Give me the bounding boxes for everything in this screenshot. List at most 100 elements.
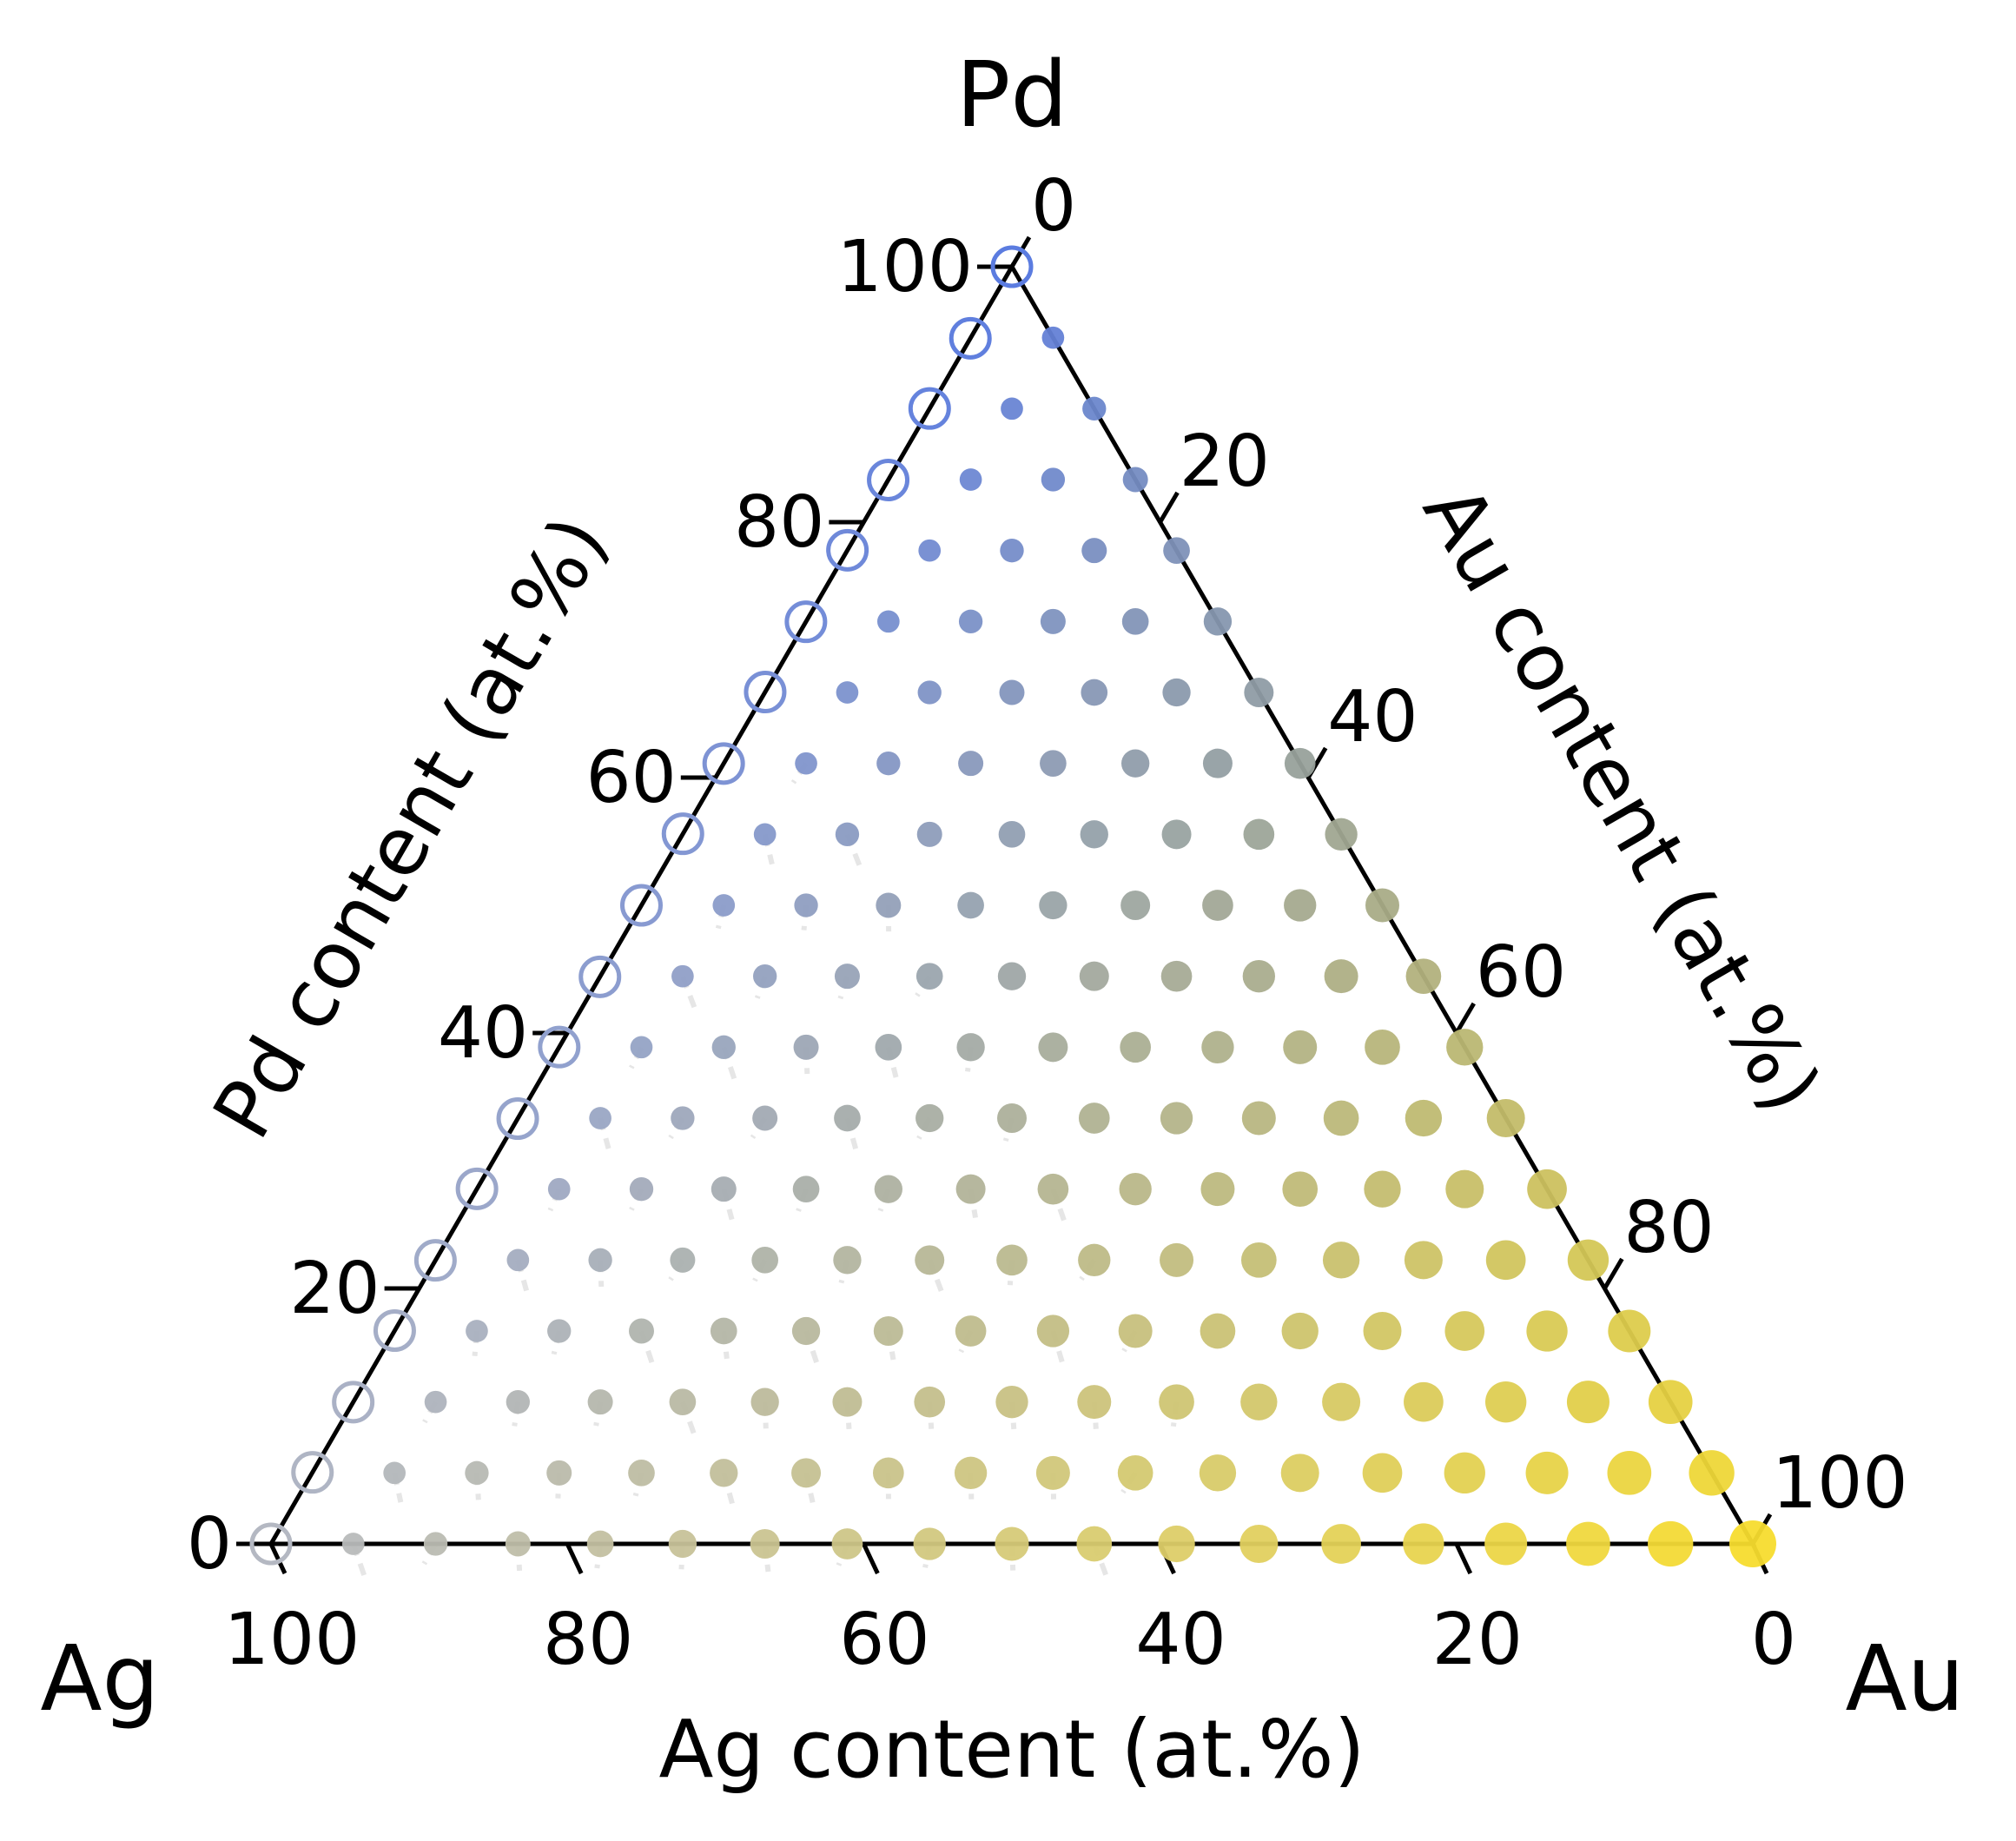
data-point: [1078, 1103, 1110, 1134]
data-point: [750, 1529, 780, 1559]
data-point-open: [867, 458, 910, 501]
data-point: [1608, 1309, 1651, 1353]
data-point: [1446, 1029, 1484, 1066]
left-axis-label: Pd content (at.%): [195, 501, 625, 1154]
data-point: [1323, 1100, 1359, 1136]
data-point: [959, 468, 982, 491]
data-point: [1040, 750, 1067, 778]
data-point: [1362, 1453, 1403, 1493]
data-point: [505, 1531, 531, 1557]
data-point: [711, 1035, 736, 1060]
data-point: [1365, 1030, 1400, 1065]
data-point-open: [578, 955, 622, 998]
data-point: [588, 1248, 612, 1273]
data-point: [1243, 818, 1275, 851]
data-point: [1648, 1380, 1693, 1424]
data-point: [1160, 1242, 1194, 1277]
data-point: [710, 1459, 738, 1487]
data-point: [670, 1247, 696, 1273]
data-point: [791, 1458, 822, 1488]
left-tick-label: 60: [585, 737, 676, 819]
data-point-open: [784, 600, 828, 644]
data-point: [1036, 1315, 1070, 1348]
data-point: [958, 609, 983, 633]
data-point: [1202, 890, 1233, 921]
left-tick-label: 80: [734, 481, 824, 564]
data-point: [1159, 1384, 1194, 1420]
data-point: [957, 891, 984, 919]
data-point: [1079, 961, 1109, 991]
data-point: [1321, 1524, 1361, 1564]
data-point: [834, 1104, 861, 1132]
data-point: [877, 610, 900, 633]
data-point: [1200, 1313, 1236, 1349]
data-point: [1082, 396, 1107, 421]
data-point: [1324, 959, 1358, 994]
data-point: [876, 892, 902, 918]
data-point-open: [373, 1309, 416, 1353]
data-point: [753, 964, 777, 989]
data-point: [1160, 960, 1193, 992]
data-point: [1241, 1242, 1277, 1278]
data-point: [873, 1457, 904, 1489]
data-point: [1283, 1030, 1318, 1064]
data-point: [914, 1386, 946, 1418]
data-point: [1121, 608, 1149, 635]
data-point: [915, 1103, 944, 1133]
data-point: [958, 751, 984, 777]
left-tick-label: 100: [836, 226, 973, 308]
data-point: [341, 1533, 365, 1555]
data-point: [671, 1106, 695, 1130]
data-point: [1122, 467, 1148, 493]
data-point: [1527, 1169, 1567, 1209]
data-point-open: [702, 742, 745, 785]
data-point: [1160, 1102, 1193, 1135]
data-point: [465, 1460, 489, 1486]
data-point: [1121, 749, 1150, 778]
data-point: [506, 1248, 530, 1272]
data-point: [1566, 1381, 1609, 1424]
data-point: [794, 893, 818, 917]
data-point: [836, 681, 859, 704]
data-point: [506, 1390, 530, 1414]
bottom-tick: [268, 1542, 288, 1575]
left-tick-label: 20: [289, 1248, 380, 1330]
data-point: [832, 1387, 863, 1417]
right-tick-label: 0: [1031, 165, 1076, 248]
data-point: [750, 1387, 779, 1416]
data-point: [1077, 1385, 1112, 1420]
bottom-tick-label: 100: [224, 1599, 360, 1681]
data-point-open: [620, 884, 663, 927]
data-point: [1041, 467, 1066, 492]
data-point: [1403, 1523, 1444, 1565]
data-point: [1284, 747, 1316, 779]
data-point: [383, 1461, 406, 1485]
right-tick: [1454, 1002, 1476, 1035]
data-point: [712, 894, 736, 917]
data-point: [547, 1319, 572, 1343]
data-point: [1037, 1173, 1069, 1205]
data-point: [955, 1315, 987, 1347]
data-point: [1404, 1381, 1444, 1422]
data-point: [1201, 1030, 1234, 1064]
data-point-open: [538, 1025, 581, 1069]
right-tick-label: 80: [1623, 1187, 1714, 1269]
data-point: [791, 1316, 821, 1346]
data-point: [629, 1318, 654, 1344]
data-point: [1118, 1314, 1153, 1348]
data-point: [1240, 1383, 1278, 1420]
data-point: [1200, 1172, 1235, 1207]
data-point: [998, 821, 1026, 848]
bottom-tick-label: 60: [839, 1599, 929, 1681]
triangle-frame: [267, 262, 1757, 1546]
data-point: [1120, 1031, 1151, 1063]
data-point: [913, 1527, 946, 1560]
data-point: [835, 822, 860, 846]
data-point: [710, 1317, 737, 1345]
bottom-tick-label: 20: [1432, 1599, 1523, 1681]
data-point: [995, 1526, 1029, 1561]
right-tick: [1158, 491, 1180, 524]
data-point: [1040, 608, 1066, 634]
data-point: [833, 1246, 862, 1275]
data-point: [1363, 1312, 1402, 1350]
